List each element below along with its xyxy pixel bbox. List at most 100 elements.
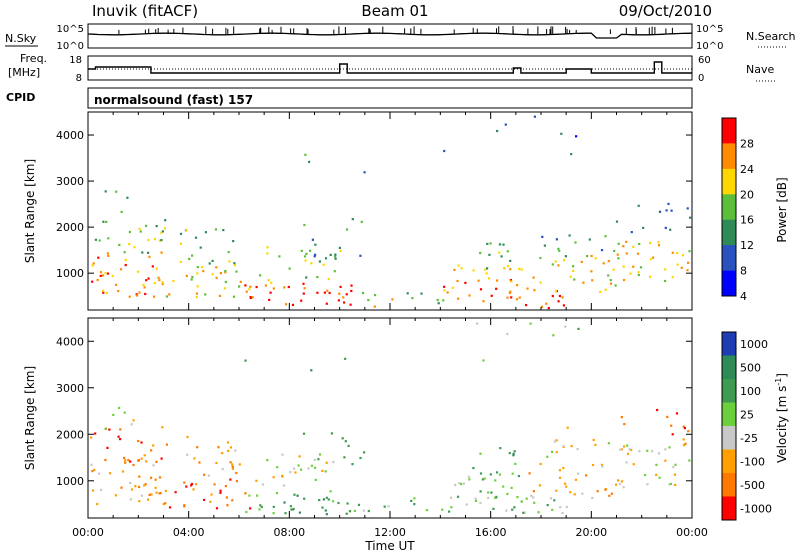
scatter-cell: [347, 444, 350, 447]
scatter-cell: [668, 483, 671, 486]
scatter-cell: [282, 484, 285, 487]
scatter-cell: [303, 223, 306, 227]
scatter-cell: [309, 249, 312, 252]
scatter-cell: [217, 446, 220, 449]
scatter-cell: [333, 270, 336, 273]
scatter-cell: [572, 269, 575, 272]
scatter-cell: [147, 277, 150, 280]
colorbar-box: [722, 332, 736, 356]
scatter-cell: [516, 496, 519, 499]
freq-tick-bottom: 8: [76, 73, 82, 84]
scatter-cell: [275, 492, 278, 495]
scatter-cell: [153, 238, 156, 241]
scatter-cell: [607, 274, 610, 277]
scatter-cell: [227, 449, 230, 452]
scatter-cell: [562, 259, 566, 262]
scatter-cell: [195, 292, 198, 295]
scatter-cell: [658, 476, 661, 479]
scatter-cell: [258, 508, 261, 511]
scatter-cell: [137, 459, 140, 462]
scatter-cell: [607, 260, 610, 263]
scatter-cell: [211, 259, 214, 262]
scatter-cell: [111, 274, 114, 277]
scatter-cell: [298, 455, 301, 458]
scatter-cell: [460, 482, 463, 486]
nsky-label: N.Sky: [5, 32, 37, 45]
scatter-cell: [625, 252, 628, 255]
scatter-cell: [165, 443, 168, 446]
scatter-cell: [316, 276, 319, 279]
scatter-cell: [174, 491, 177, 494]
scatter-cell: [576, 447, 579, 451]
scatter-cell: [259, 504, 262, 507]
scatter-cell: [468, 478, 471, 481]
scatter-cell: [260, 505, 263, 509]
scatter-cell: [551, 508, 554, 511]
scatter-cell: [664, 226, 667, 229]
scatter-cell: [362, 291, 365, 295]
scatter-cell: [256, 494, 259, 497]
scatter-cell: [657, 452, 661, 455]
scatter-cell: [460, 267, 463, 270]
scatter-cell: [322, 263, 325, 266]
scatter-cell: [350, 289, 353, 293]
colorbar-tick-label: 8: [740, 265, 747, 278]
colorbar-tick-label: -25: [740, 432, 758, 445]
x-tick-label: 20:00: [575, 526, 607, 539]
scatter-cell: [454, 483, 457, 486]
scatter-cell: [183, 481, 186, 484]
scatter-cell: [147, 251, 150, 254]
scatter-cell: [289, 471, 292, 474]
scatter-cell: [550, 450, 554, 453]
scatter-cell: [338, 246, 341, 249]
scatter-cell: [574, 478, 577, 481]
scatter-cell: [644, 473, 647, 477]
scatter-cell: [148, 255, 151, 258]
scatter-cell: [179, 260, 182, 263]
scatter-cell: [94, 432, 97, 435]
scatter-cell: [151, 265, 154, 268]
scatter-cell: [555, 489, 558, 492]
scatter-cell: [516, 284, 519, 287]
scatter-cell: [569, 275, 572, 278]
scatter-cell: [545, 302, 548, 305]
scatter-cell: [637, 271, 640, 274]
scatter-cell: [339, 285, 342, 288]
colorbar-box: [722, 402, 736, 427]
scatter-cell: [503, 267, 506, 270]
scatter-cell: [135, 293, 138, 296]
scatter-cell: [106, 252, 109, 255]
scatter-cell: [676, 263, 679, 266]
scatter-cell: [211, 273, 214, 276]
scatter-cell: [229, 461, 232, 464]
scatter-cell: [107, 237, 110, 240]
scatter-cell: [90, 436, 93, 439]
scatter-cell: [134, 485, 137, 488]
scatter-cell: [585, 474, 588, 477]
scatter-cell: [272, 505, 275, 508]
scatter-cell: [555, 238, 558, 241]
scatter-cell: [492, 507, 495, 510]
scatter-cell: [285, 303, 288, 306]
scatter-cell: [204, 293, 207, 296]
scatter-cell: [664, 459, 667, 462]
scatter-cell: [420, 292, 423, 295]
velocity-colorbar: 1000 500 100 25 -25 -100 -500 -1000 Velocity [m…: [721, 331, 789, 521]
scatter-cell: [138, 291, 141, 294]
scatter-cell: [591, 279, 594, 282]
scatter-cell: [128, 295, 131, 298]
scatter-cell: [517, 474, 520, 478]
scatter-cell: [129, 481, 132, 485]
scatter-cell: [564, 255, 567, 258]
scatter-cell: [302, 292, 305, 295]
scatter-cell: [248, 288, 251, 291]
scatter-cell: [676, 252, 679, 255]
velocity-colorbar-ticks: 1000 500 100 25 -25 -100 -500 -1000: [740, 338, 772, 516]
colorbar-tick-label: 1000: [740, 338, 768, 351]
scatter-cell: [353, 509, 356, 512]
scatter-cell: [307, 467, 310, 470]
scatter-cell: [483, 477, 486, 480]
scatter-cell: [127, 459, 130, 462]
scatter-cell: [436, 298, 439, 302]
scatter-cell: [203, 473, 206, 476]
